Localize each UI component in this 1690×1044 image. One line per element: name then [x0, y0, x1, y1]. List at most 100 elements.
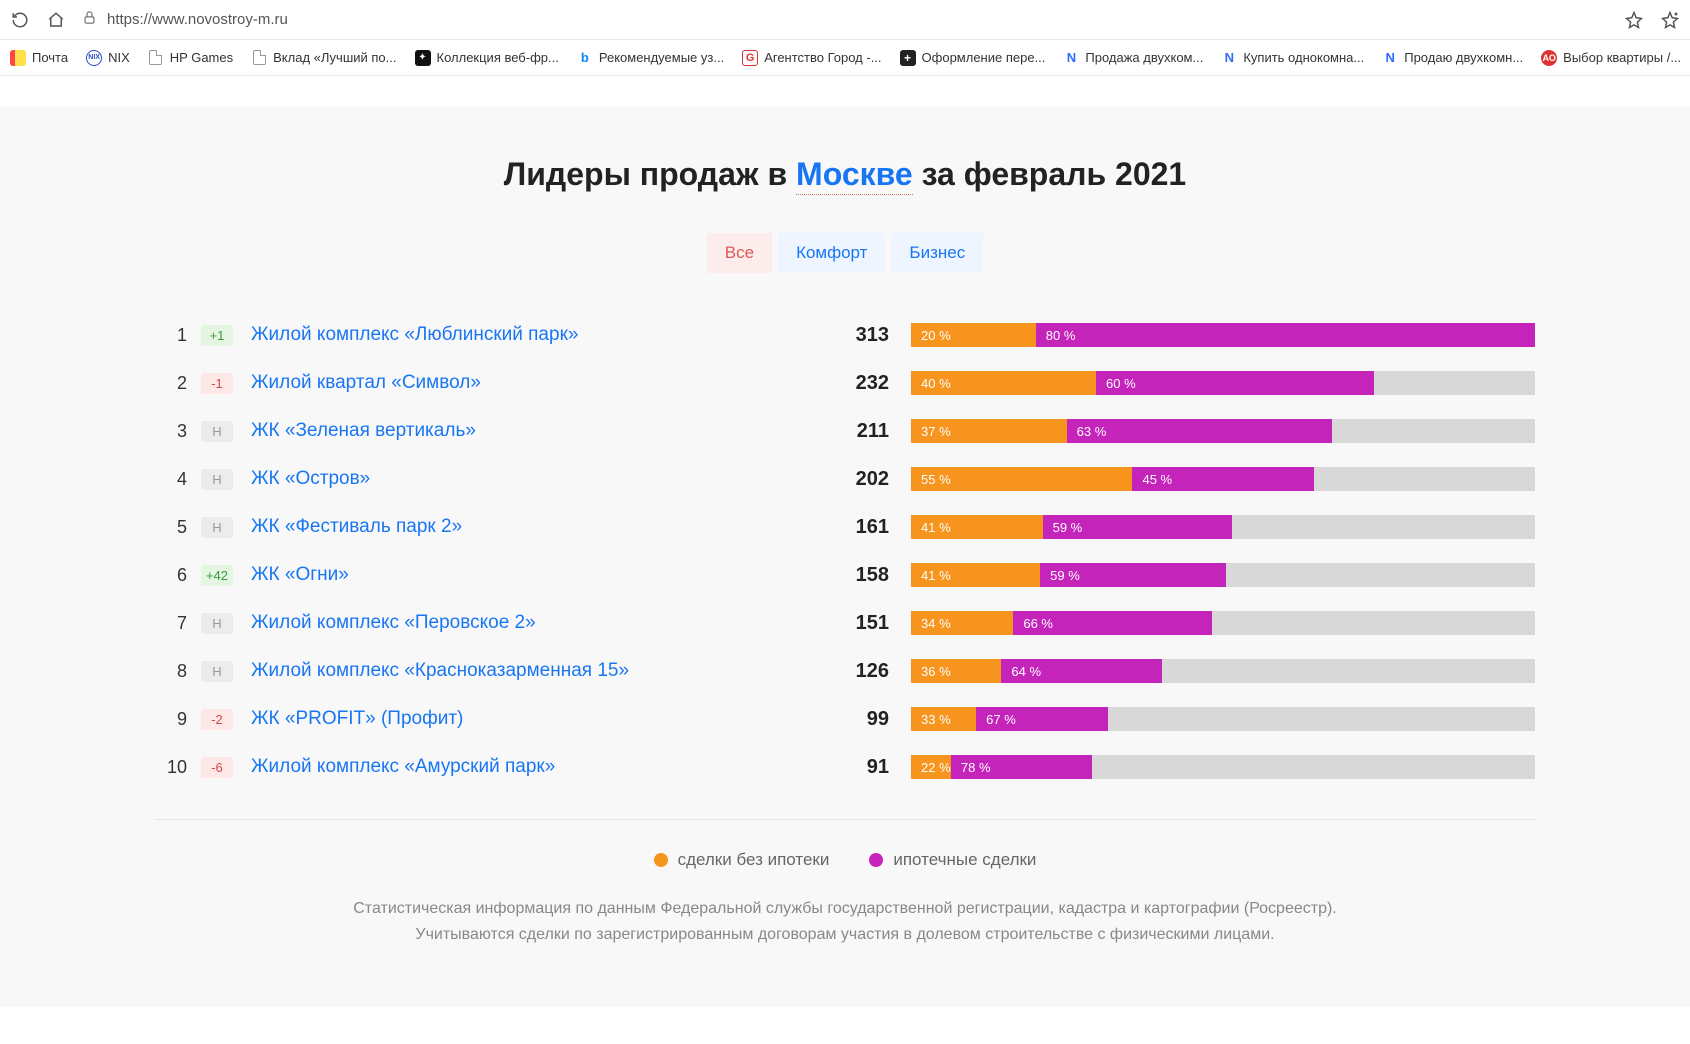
bookmark-label: Почта [32, 50, 68, 65]
deals-bar: 37 %63 % [911, 419, 1535, 443]
plus-icon: + [900, 50, 916, 66]
deals-count: 161 [821, 516, 901, 539]
rank-number: 4 [155, 469, 191, 490]
title-after: за февраль 2021 [913, 156, 1187, 192]
bar-seg-orange: 55 % [911, 467, 1132, 491]
complex-name-link[interactable]: ЖК «Фестиваль парк 2» [251, 516, 811, 538]
rank-delta: -2 [201, 709, 233, 730]
complex-name-link[interactable]: Жилой квартал «Символ» [251, 372, 811, 394]
legend: сделки без ипотеки ипотечные сделки [145, 850, 1545, 870]
home-icon[interactable] [46, 10, 66, 30]
rank-number: 1 [155, 325, 191, 346]
bookmark-label: Купить однокомна... [1243, 50, 1364, 65]
bookmark[interactable]: АОВыбор квартиры /... [1541, 50, 1681, 66]
bookmark-label: HP Games [170, 50, 233, 65]
bar-seg-orange: 37 % [911, 419, 1067, 443]
bar-seg-orange: 33 % [911, 707, 976, 731]
page-icon [148, 50, 164, 66]
bookmark-label: Продажа двухком... [1085, 50, 1203, 65]
filter-tabs: ВсеКомфортБизнес [145, 233, 1545, 273]
page-content: Лидеры продаж в Москве за февраль 2021 В… [0, 106, 1690, 1007]
disclaimer-line1: Статистическая информация по данным Феде… [295, 896, 1395, 922]
bar-seg-orange: 41 % [911, 563, 1040, 587]
deals-count: 313 [821, 324, 901, 347]
legend-magenta-label: ипотечные сделки [893, 850, 1036, 870]
legend-orange: сделки без ипотеки [654, 850, 830, 870]
bookmark-label: Продаю двухкомн... [1404, 50, 1523, 65]
rank-delta: Н [201, 661, 233, 682]
rank-delta: -6 [201, 757, 233, 778]
legend-dot-magenta-icon [869, 853, 883, 867]
bookmark[interactable]: GАгентство Город -... [742, 50, 881, 66]
rank-delta: -1 [201, 373, 233, 394]
bookmark[interactable]: N Продажа двухком... [1063, 50, 1203, 66]
complex-name-link[interactable]: ЖК «Остров» [251, 468, 811, 490]
n-icon: N [1382, 50, 1398, 66]
rank-number: 5 [155, 517, 191, 538]
rank-number: 7 [155, 613, 191, 634]
bookmark-label: Коллекция веб-фр... [437, 50, 559, 65]
bookmark[interactable]: +Оформление пере... [900, 50, 1046, 66]
complex-name-link[interactable]: Жилой комплекс «Перовское 2» [251, 612, 811, 634]
tab-бизнес[interactable]: Бизнес [891, 233, 983, 273]
bar-seg-orange: 36 % [911, 659, 1001, 683]
bar-seg-magenta: 59 % [1043, 515, 1232, 539]
bookmark[interactable]: HP Games [148, 50, 233, 66]
bookmark[interactable]: NIXNIX [86, 50, 130, 66]
address-bar[interactable]: https://www.novostroy-m.ru [82, 4, 1608, 36]
city-link[interactable]: Москве [796, 156, 913, 195]
deals-bar: 40 %60 % [911, 371, 1535, 395]
complex-name-link[interactable]: ЖК «Огни» [251, 564, 811, 586]
bar-seg-magenta: 59 % [1040, 563, 1226, 587]
bar-seg-magenta: 63 % [1067, 419, 1332, 443]
favorites-add-icon[interactable] [1660, 10, 1680, 30]
leaderboard-row: 5НЖК «Фестиваль парк 2»16141 %59 % [155, 515, 1535, 539]
complex-name-link[interactable]: Жилой комплекс «Красноказарменная 15» [251, 660, 811, 682]
deals-count: 151 [821, 612, 901, 635]
complex-name-link[interactable]: ЖК «PROFIT» (Профит) [251, 708, 811, 730]
rank-delta: Н [201, 469, 233, 490]
tab-комфорт[interactable]: Комфорт [778, 233, 885, 273]
complex-name-link[interactable]: Жилой комплекс «Люблинский парк» [251, 324, 811, 346]
bar-seg-magenta: 78 % [951, 755, 1092, 779]
bookmark[interactable]: bРекомендуемые уз... [577, 50, 724, 66]
g-icon: G [742, 50, 758, 66]
tab-все[interactable]: Все [707, 233, 772, 273]
bookmark[interactable]: Почта [10, 50, 68, 66]
bookmark[interactable]: Вклад «Лучший по... [251, 50, 396, 66]
bookmark-label: Вклад «Лучший по... [273, 50, 396, 65]
bing-icon: b [577, 50, 593, 66]
rank-number: 2 [155, 373, 191, 394]
deals-count: 232 [821, 372, 901, 395]
leaderboard-row: 4НЖК «Остров»20255 %45 % [155, 467, 1535, 491]
complex-name-link[interactable]: ЖК «Зеленая вертикаль» [251, 420, 811, 442]
n-icon: N [1063, 50, 1079, 66]
favorites-star-icon[interactable] [1624, 10, 1644, 30]
rank-number: 9 [155, 709, 191, 730]
deals-count: 211 [821, 420, 901, 443]
nix-icon: NIX [86, 50, 102, 66]
leaderboard-row: 1 +1 Жилой комплекс «Люблинский парк» 313 20… [155, 323, 1535, 347]
deals-count: 99 [821, 708, 901, 731]
legend-dot-orange-icon [654, 853, 668, 867]
bar-seg-orange: 20 % [911, 323, 1036, 347]
bookmark[interactable]: ✦Коллекция веб-фр... [415, 50, 559, 66]
deals-bar: 36 %64 % [911, 659, 1535, 683]
rank-delta: Н [201, 613, 233, 634]
bookmark-label: Выбор квартиры /... [1563, 50, 1681, 65]
rank-delta: +1 [201, 325, 233, 346]
rank-number: 3 [155, 421, 191, 442]
bookmark[interactable]: NКупить однокомна... [1221, 50, 1364, 66]
browser-toolbar: https://www.novostroy-m.ru [0, 0, 1690, 40]
rank-number: 8 [155, 661, 191, 682]
legend-magenta: ипотечные сделки [869, 850, 1036, 870]
reload-icon[interactable] [10, 10, 30, 30]
bookmark[interactable]: N Продаю двухкомн... [1382, 50, 1523, 66]
deals-bar: 41 %59 % [911, 563, 1535, 587]
rank-delta: +42 [201, 565, 233, 586]
complex-name-link[interactable]: Жилой комплекс «Амурский парк» [251, 756, 811, 778]
leaderboard-row: 8НЖилой комплекс «Красноказарменная 15»1… [155, 659, 1535, 683]
page-icon [251, 50, 267, 66]
rank-delta: Н [201, 517, 233, 538]
title-before: Лидеры продаж в [504, 156, 796, 192]
